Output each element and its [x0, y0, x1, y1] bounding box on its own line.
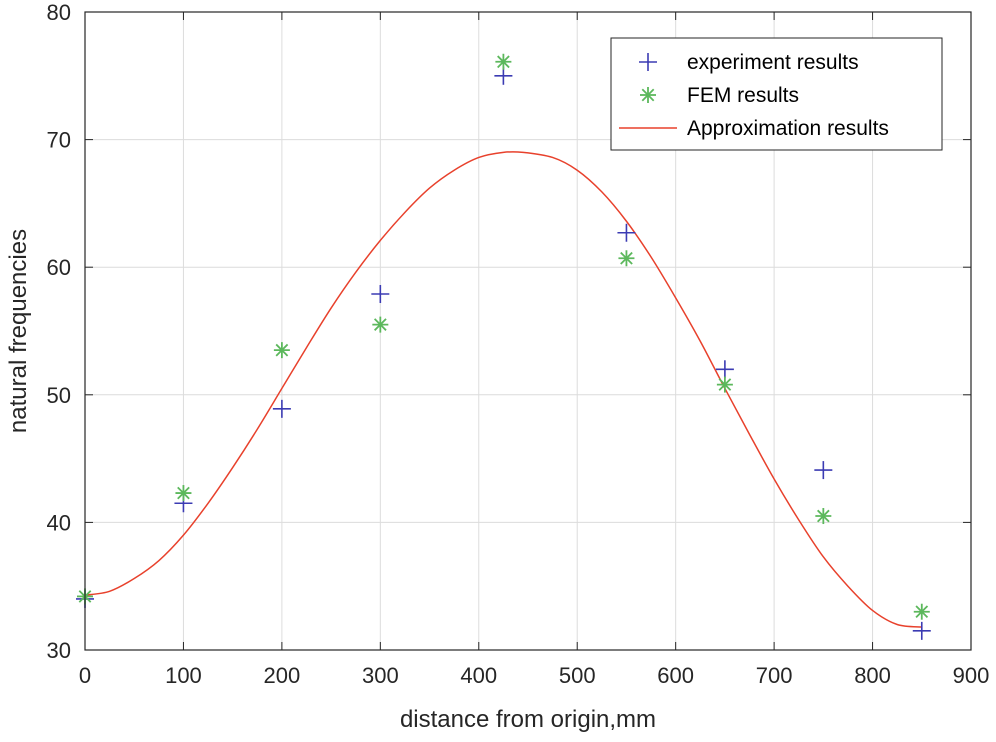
fem-point: [175, 485, 192, 502]
approximation-curve: [84, 150, 922, 628]
fem-point: [273, 342, 290, 359]
experiment-point: [814, 461, 833, 480]
series-approximation-results: [84, 150, 922, 628]
experiment-point: [912, 621, 931, 640]
y-tick-label: 50: [47, 383, 71, 408]
marker-stroke: [177, 486, 190, 500]
x-tick-label: 200: [264, 663, 301, 688]
x-tick-label: 600: [657, 663, 694, 688]
x-tick-label: 800: [854, 663, 891, 688]
marker-stroke: [641, 88, 655, 102]
x-tick-label: 0: [79, 663, 91, 688]
marker-stroke: [915, 605, 929, 619]
y-tick-label: 70: [47, 128, 71, 153]
marker-stroke: [718, 378, 732, 391]
x-tick-label: 300: [362, 663, 399, 688]
y-axis-label: natural frequencies: [5, 229, 32, 433]
fem-point: [495, 53, 512, 70]
x-tick-label: 700: [756, 663, 793, 688]
marker-stroke: [373, 318, 387, 331]
y-tick-label: 30: [47, 638, 71, 663]
fem-point: [372, 316, 389, 333]
experiment-point: [272, 399, 291, 418]
marker-stroke: [275, 343, 289, 357]
legend-box: [610, 37, 943, 151]
experiment-point: [715, 360, 734, 379]
marker-stroke: [497, 55, 510, 69]
marker-stroke: [620, 251, 633, 265]
axis-ticks: 0 100 200 300 400 500 600 700 800 900 30 40 50 60 70 80: [47, 0, 990, 688]
x-tick-label: 400: [460, 663, 497, 688]
legend-marker-fem: [640, 87, 656, 103]
legend-marker-experiment: [639, 53, 657, 71]
y-tick-label: 60: [47, 255, 71, 280]
legend-label: Approximation results: [687, 117, 889, 140]
plot-frame: [84, 11, 972, 651]
experiment-point: [617, 223, 636, 242]
series-layer: [76, 53, 931, 640]
x-tick-label: 100: [165, 663, 202, 688]
y-tick-label: 40: [47, 510, 71, 535]
series-fem-results-points: [77, 53, 930, 620]
experiment-point: [371, 284, 390, 303]
fem-point: [815, 508, 832, 525]
legend: experiment results FEM results Approximati…: [610, 37, 943, 151]
legend-label: experiment results: [687, 51, 859, 74]
y-tick-label: 80: [47, 0, 71, 25]
legend-label: FEM results: [687, 84, 799, 107]
fem-point: [716, 376, 733, 393]
marker-stroke: [816, 509, 830, 523]
x-axis-label: distance from origin,mm: [400, 706, 656, 733]
x-tick-label: 500: [559, 663, 596, 688]
fem-point: [913, 603, 930, 620]
experiment-point: [494, 66, 513, 85]
x-tick-label: 900: [953, 663, 990, 688]
fem-point: [618, 250, 635, 267]
